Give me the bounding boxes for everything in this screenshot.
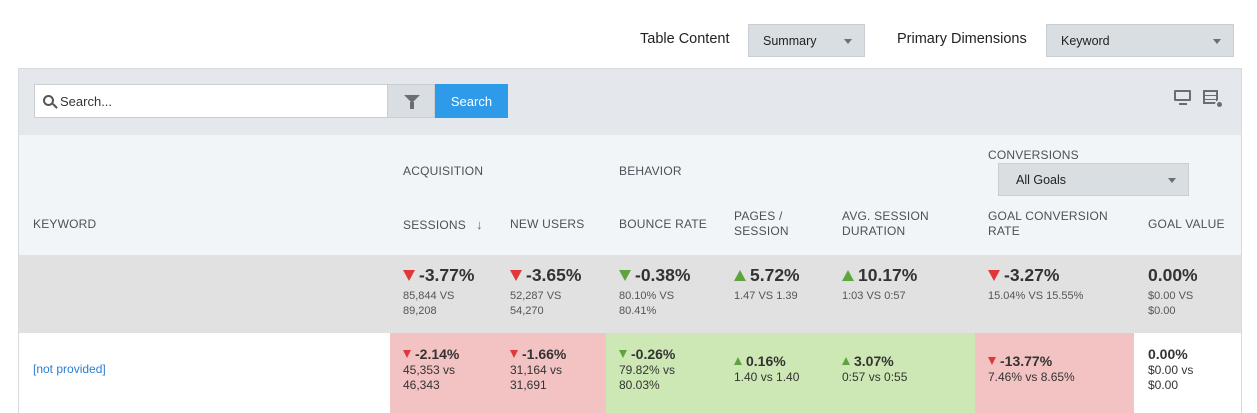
group-acquisition: ACQUISITION [403,164,484,178]
summary-avg-session: 10.17% 1:03 VS 0:57 [842,265,918,302]
positive-cell-bg [606,333,975,413]
summary-new-users: -3.65% 52,287 VS 54,270 [510,265,582,317]
chevron-down-icon [1213,38,1221,44]
up-arrow-icon [842,270,854,281]
table-content-value: Summary [763,33,817,48]
table-header: KEYWORD ACQUISITION BEHAVIOR CONVERSIONS… [19,135,1241,255]
row-new-users: -1.66% 31,164 vs 31,691 [510,346,567,392]
row-bounce-rate: -0.26% 79.82% vs 80.03% [619,346,676,392]
primary-dimensions-select[interactable]: Keyword [1046,24,1234,57]
search-button[interactable]: Search [435,84,508,118]
summary-goal-value: 0.00% $0.00 VS $0.00 [1148,265,1198,317]
group-conversions: CONVERSIONS [988,148,1079,162]
negative-cell-bg [975,333,1134,413]
down-arrow-icon [510,270,522,281]
chevron-down-icon [1168,177,1176,183]
primary-dimensions-value: Keyword [1061,33,1110,48]
search-input[interactable]: Search... [34,84,388,118]
col-bounce-rate[interactable]: BOUNCE RATE [619,217,707,231]
up-arrow-icon [734,270,746,281]
search-placeholder: Search... [60,93,113,109]
table-controls: Table Content Summary Primary Dimensions… [0,0,1257,68]
goals-select-value: All Goals [1016,172,1067,187]
col-sessions[interactable]: SESSIONS ↓ [403,217,483,232]
keyword-link[interactable]: [not provided] [33,362,106,376]
down-arrow-icon [988,357,996,365]
summary-row: -3.77% 85,844 VS 89,208 -3.65% 52,287 VS 5… [19,255,1241,333]
filter-button[interactable] [388,84,435,118]
table-toolbar: Search... Search [19,69,1241,135]
row-goal-value: 0.00% $0.00 vs $0.00 [1148,346,1194,392]
chevron-down-icon [844,38,852,44]
down-arrow-icon [403,270,415,281]
sort-down-icon: ↓ [475,217,483,232]
goals-select[interactable]: All Goals [998,163,1189,196]
col-goal-conversion-rate[interactable]: GOAL CONVERSION RATE [988,209,1108,238]
row-avg-session: 3.07% 0:57 vs 0:55 [842,353,908,384]
filter-icon [404,95,420,109]
summary-bounce-rate: -0.38% 80.10% VS 80.41% [619,265,691,317]
up-arrow-icon [842,357,850,365]
down-arrow-icon [988,270,1000,281]
summary-goal-conversion: -3.27% 15.04% VS 15.55% [988,265,1084,302]
summary-sessions: -3.77% 85,844 VS 89,208 [403,265,475,317]
row-pages-session: 0.16% 1.40 vs 1.40 [734,353,800,384]
table-content-select[interactable]: Summary [748,24,865,57]
col-goal-value[interactable]: GOAL VALUE [1148,217,1225,231]
row-sessions: -2.14% 45,353 vs 46,343 [403,346,460,392]
down-arrow-icon [619,270,631,281]
table-row: [not provided] -2.14% 45,353 vs 46,343 -1… [19,333,1241,413]
report-table-panel: Search... Search KEYWORD ACQUISITION BEH… [18,68,1242,413]
negative-cell-bg [390,333,606,413]
col-pages-session[interactable]: PAGES / SESSION [734,209,789,238]
down-arrow-icon [403,350,411,358]
col-keyword[interactable]: KEYWORD [33,217,97,231]
search-icon [43,95,54,106]
group-behavior: BEHAVIOR [619,164,682,178]
monitor-icon[interactable] [1173,89,1193,107]
primary-dimensions-label: Primary Dimensions [897,31,1027,47]
down-arrow-icon [510,350,518,358]
summary-pages-session: 5.72% 1.47 VS 1.39 [734,265,800,302]
col-avg-session-duration[interactable]: AVG. SESSION DURATION [842,209,929,238]
row-goal-conversion: -13.77% 7.46% vs 8.65% [988,353,1075,384]
up-arrow-icon [734,357,742,365]
table-content-label: Table Content [640,31,730,47]
col-new-users[interactable]: NEW USERS [510,217,585,231]
table-settings-icon[interactable] [1203,89,1224,109]
down-arrow-icon [619,350,627,358]
